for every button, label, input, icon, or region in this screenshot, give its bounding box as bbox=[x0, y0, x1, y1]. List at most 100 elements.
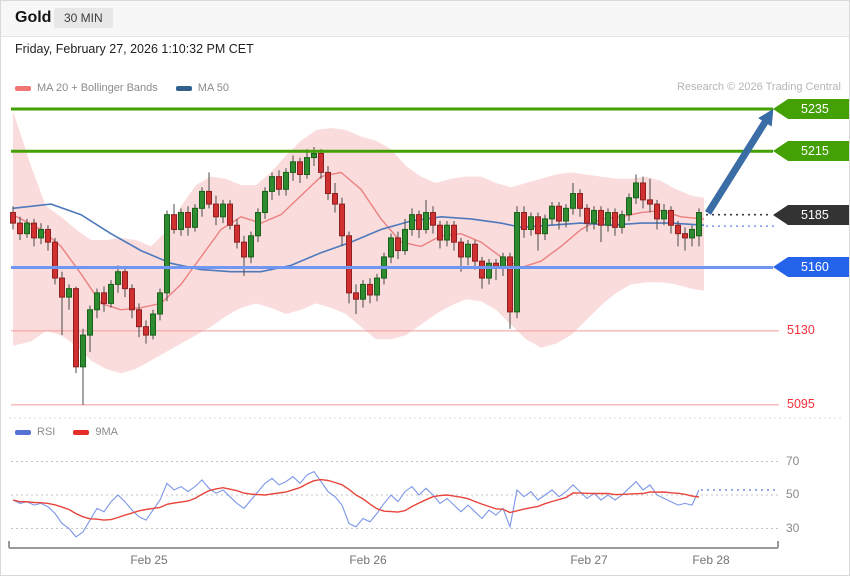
candle-up bbox=[304, 157, 310, 176]
rsi-legend-label: RSI bbox=[37, 426, 56, 439]
candle-down bbox=[234, 224, 240, 243]
candle-up bbox=[157, 292, 163, 315]
candle-up bbox=[220, 203, 226, 218]
x-axis-label-feb28: Feb 28 bbox=[692, 553, 730, 567]
candle-up bbox=[290, 161, 296, 173]
candle-up bbox=[374, 277, 380, 296]
candle-down bbox=[59, 277, 65, 298]
rsi-legend-swatch-icon bbox=[15, 429, 31, 435]
candle-down bbox=[472, 243, 478, 262]
candle-up bbox=[661, 209, 667, 220]
candle-down bbox=[598, 209, 604, 226]
candle-up bbox=[94, 292, 100, 311]
candle-down bbox=[52, 241, 58, 279]
candle-up bbox=[248, 235, 254, 258]
candle-up bbox=[619, 214, 625, 228]
candle-up bbox=[262, 190, 268, 214]
candle-up bbox=[486, 262, 492, 279]
candle-down bbox=[241, 241, 247, 258]
candle-down bbox=[682, 233, 688, 239]
candle-down bbox=[430, 212, 436, 226]
candle-down bbox=[507, 256, 513, 313]
candle-up bbox=[402, 228, 408, 252]
candle-up bbox=[423, 212, 429, 230]
header-bar: Gold 30 MIN bbox=[1, 1, 849, 37]
rsi-line bbox=[12, 470, 700, 538]
price-tag-last-5185: 5185 bbox=[773, 205, 849, 225]
price-tag-resistance-5235: 5235 bbox=[773, 99, 849, 119]
candle-up bbox=[689, 228, 695, 239]
candle-up bbox=[192, 207, 198, 228]
candle-up bbox=[528, 216, 534, 230]
rsi-gridline-label-70: 70 bbox=[786, 454, 800, 468]
candle-down bbox=[458, 241, 464, 258]
price-tag-pivot-5160: 5160 bbox=[773, 257, 849, 277]
candle-down bbox=[647, 199, 653, 205]
candle-down bbox=[353, 292, 359, 300]
candle-down bbox=[73, 288, 79, 368]
candle-up bbox=[360, 283, 366, 300]
candle-down bbox=[129, 288, 135, 311]
price-label-support-5130: 5130 bbox=[787, 323, 815, 337]
rsi-legend: RSI 9MA bbox=[15, 426, 136, 438]
rsi-ma-legend-swatch-icon bbox=[73, 429, 90, 435]
candle-up bbox=[465, 243, 471, 258]
candle-down bbox=[339, 203, 345, 237]
bollinger-band-area bbox=[13, 111, 704, 374]
candle-down bbox=[437, 224, 443, 241]
candle-down bbox=[556, 205, 562, 222]
candle-up bbox=[108, 283, 114, 304]
candle-up bbox=[626, 197, 632, 216]
candle-down bbox=[451, 224, 457, 243]
candle-down bbox=[395, 237, 401, 252]
timeframe-badge[interactable]: 30 MIN bbox=[54, 8, 113, 28]
candle-down bbox=[640, 182, 646, 201]
x-axis-label-feb25: Feb 25 bbox=[130, 553, 168, 567]
ma50-legend-label: MA 50 bbox=[197, 82, 229, 95]
candle-down bbox=[185, 212, 191, 228]
candle-down bbox=[521, 212, 527, 230]
bullish-projection-arrow bbox=[705, 108, 774, 215]
candle-down bbox=[206, 190, 212, 205]
candle-up bbox=[87, 309, 93, 336]
candle-down bbox=[584, 207, 590, 224]
candle-up bbox=[444, 224, 450, 241]
candle-up bbox=[605, 212, 611, 226]
candle-down bbox=[213, 203, 219, 218]
candle-down bbox=[297, 161, 303, 176]
candle-down bbox=[171, 214, 177, 230]
candle-down bbox=[45, 228, 51, 243]
candle-down bbox=[612, 212, 618, 228]
candle-down bbox=[143, 326, 149, 336]
candle-up bbox=[38, 228, 44, 239]
candle-up bbox=[388, 237, 394, 258]
candle-up bbox=[542, 218, 548, 235]
x-axis-label-feb27: Feb 27 bbox=[570, 553, 608, 567]
candle-down bbox=[101, 292, 107, 304]
candle-up bbox=[563, 207, 569, 222]
candle-down bbox=[654, 203, 660, 220]
candle-down bbox=[416, 214, 422, 230]
candle-up bbox=[696, 212, 702, 237]
candle-up bbox=[591, 209, 597, 224]
candle-up bbox=[570, 193, 576, 209]
instrument-title: Gold bbox=[15, 9, 52, 26]
candle-down bbox=[31, 222, 37, 239]
main-chart-legend: MA 20 + Bollinger Bands MA 50 bbox=[15, 82, 247, 94]
candle-up bbox=[255, 212, 261, 237]
ma20-legend-swatch-icon bbox=[15, 85, 31, 91]
candle-down bbox=[332, 193, 338, 205]
candle-up bbox=[514, 212, 520, 313]
candle-down bbox=[668, 209, 674, 226]
candle-down bbox=[367, 283, 373, 296]
candle-up bbox=[311, 152, 317, 159]
candle-up bbox=[24, 222, 30, 235]
rsi-ma-legend-label: 9MA bbox=[95, 426, 118, 439]
rsi-gridline-label-30: 30 bbox=[786, 521, 800, 535]
candle-up bbox=[500, 256, 506, 268]
candle-up bbox=[549, 205, 555, 220]
ma50-legend-swatch-icon bbox=[175, 85, 192, 91]
candle-down bbox=[318, 152, 324, 173]
candle-up bbox=[164, 214, 170, 294]
